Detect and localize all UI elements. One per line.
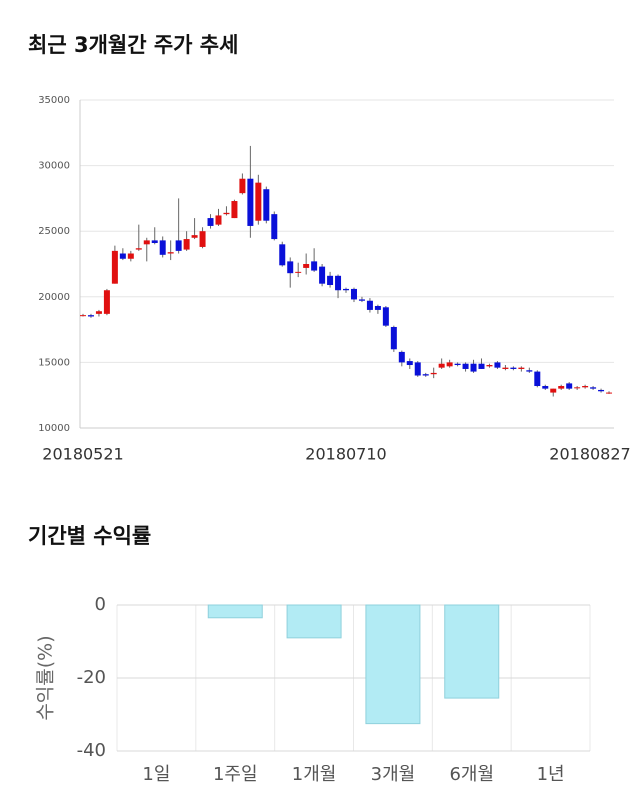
candle-body — [80, 315, 86, 317]
candle-body — [582, 386, 589, 388]
x-tick-label: 20180710 — [305, 445, 386, 464]
candle-body — [382, 307, 389, 326]
y-tick-label: 30000 — [38, 161, 70, 172]
x-tick-label: 20180521 — [42, 445, 123, 464]
bar — [207, 604, 263, 619]
candle-body — [239, 178, 246, 194]
y-tick-label: -20 — [77, 667, 106, 688]
candle-body — [518, 367, 525, 369]
candle-body — [199, 231, 206, 247]
candle-body — [558, 386, 565, 389]
candle-body — [303, 264, 310, 268]
x-tick-label: 6개월 — [449, 764, 494, 785]
candle-body — [590, 387, 597, 389]
candle-body — [430, 372, 437, 375]
y-tick-label: 0 — [95, 594, 106, 615]
candle-body — [95, 311, 102, 314]
candle-body — [247, 178, 254, 226]
candle-body — [350, 288, 357, 300]
candle-body — [606, 392, 613, 394]
candle-body — [390, 326, 397, 350]
candle-body — [406, 361, 413, 366]
candle-body — [598, 389, 605, 392]
candle-body — [494, 362, 501, 368]
candle-body — [127, 253, 134, 259]
candle-body — [566, 383, 573, 389]
candle-body — [319, 266, 326, 284]
y-tick-label: 35000 — [38, 95, 70, 106]
candle-body — [175, 240, 182, 251]
candle-body — [470, 363, 477, 372]
candle-body — [398, 351, 405, 363]
candle-body — [335, 275, 342, 291]
bar — [444, 604, 500, 699]
x-tick-label: 20180827 — [549, 445, 630, 464]
candle-body — [271, 214, 278, 240]
x-tick-label: 1주일 — [213, 764, 258, 785]
candle-body — [191, 235, 198, 238]
candle-body — [231, 201, 238, 219]
candle-body — [542, 386, 549, 389]
candle-body — [358, 299, 365, 301]
candle-body — [207, 218, 214, 226]
candle-body — [279, 244, 286, 266]
candle-body — [159, 240, 166, 255]
candle-body — [462, 363, 469, 369]
candle-body — [167, 252, 174, 254]
candle-body — [343, 288, 350, 291]
candle-body — [502, 367, 509, 369]
candle-body — [111, 250, 118, 284]
candle-body — [534, 371, 541, 387]
candle-body — [135, 248, 142, 250]
x-tick-label: 1개월 — [292, 764, 337, 785]
chart-title: 기간별 수익률 — [28, 524, 151, 548]
x-tick-label: 3개월 — [371, 764, 416, 785]
candle-body — [486, 365, 493, 367]
x-tick-label: 1년 — [537, 764, 565, 785]
y-tick-label: 20000 — [38, 292, 70, 303]
candle-body — [87, 315, 94, 317]
candle-body — [255, 182, 262, 221]
candle-body — [119, 253, 126, 259]
bar — [286, 604, 342, 639]
candle-body — [223, 212, 230, 215]
candle-body — [422, 374, 429, 376]
candle-body — [215, 215, 222, 225]
y-axis-label: 수익률(%) — [35, 635, 57, 720]
candle-body — [295, 271, 302, 273]
candle-body — [550, 388, 557, 393]
candle-body — [526, 370, 533, 372]
candle-body — [574, 387, 581, 389]
y-tick-label: 10000 — [38, 423, 70, 434]
bar — [365, 604, 421, 725]
x-tick-label: 1일 — [142, 764, 170, 785]
candle-body — [151, 240, 158, 244]
candle-body — [263, 189, 270, 221]
y-tick-label: -40 — [77, 740, 106, 761]
candle-body — [446, 362, 453, 367]
y-tick-label: 15000 — [38, 357, 70, 368]
y-tick-label: 25000 — [38, 226, 70, 237]
candle-body — [366, 300, 373, 310]
candle-body — [311, 261, 318, 271]
candle-body — [414, 362, 421, 376]
candle-body — [143, 240, 150, 245]
candle-body — [478, 363, 485, 369]
candle-body — [327, 275, 334, 285]
candle-body — [438, 363, 445, 368]
chart-title: 최근 3개월간 주가 추세 — [28, 33, 238, 57]
candle-body — [103, 290, 110, 314]
candle-body — [183, 239, 190, 250]
candle-body — [510, 367, 517, 369]
candle-body — [454, 363, 461, 366]
candle-body — [287, 261, 294, 274]
candle-body — [374, 305, 381, 310]
